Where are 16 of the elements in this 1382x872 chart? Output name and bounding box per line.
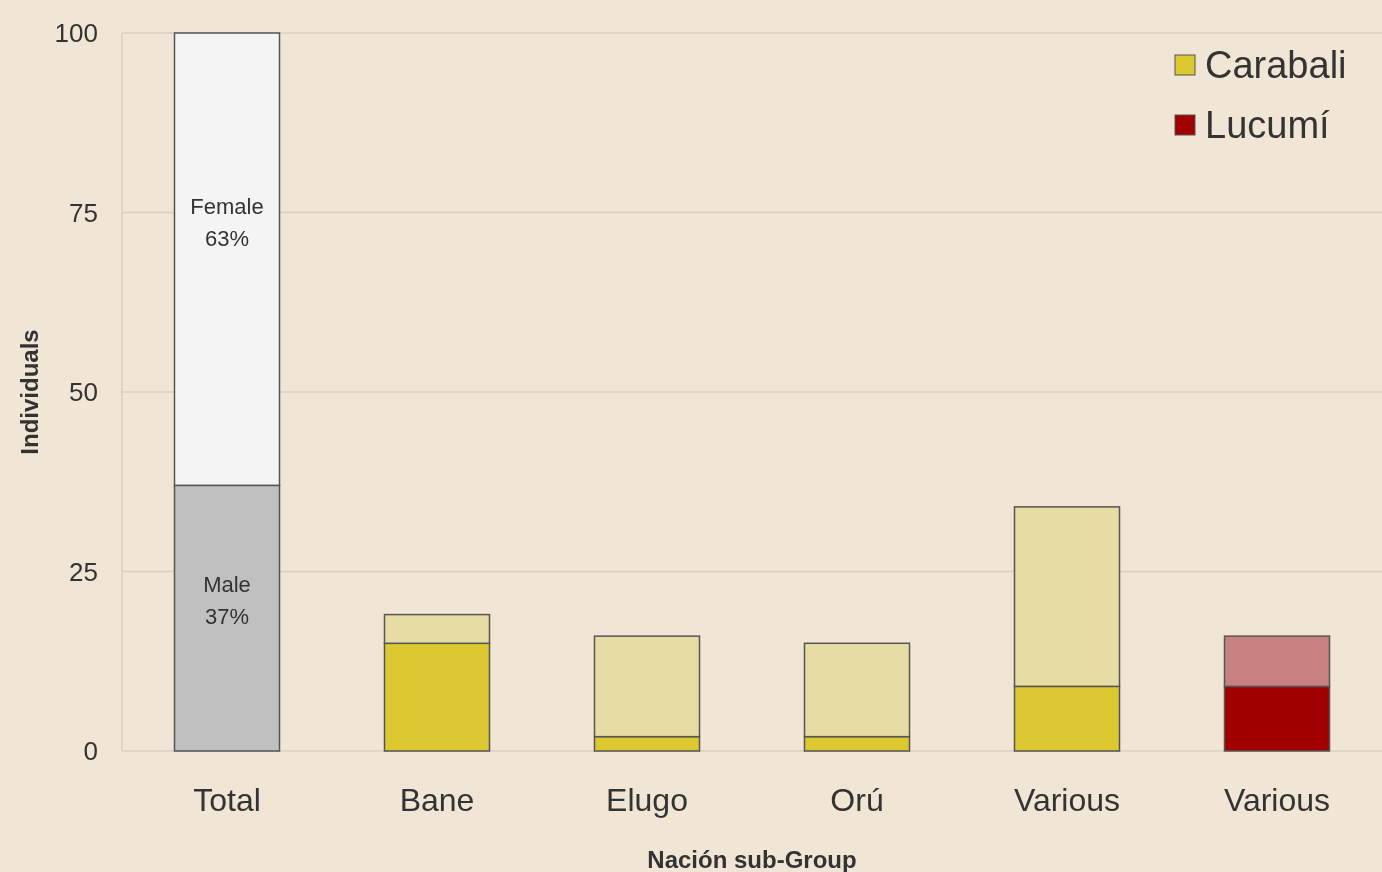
- x-tick-label: Elugo: [606, 782, 688, 818]
- y-axis-title: Individuals: [16, 329, 43, 455]
- y-tick-label: 50: [69, 377, 98, 408]
- legend-label: Lucumí: [1205, 104, 1331, 147]
- annotation: Female 63%: [190, 193, 264, 251]
- x-tick-label: Various: [1223, 782, 1331, 818]
- x-tick-label: Orú: [830, 782, 884, 818]
- y-tick-label: 100: [54, 18, 98, 49]
- legend-label: Carabali: [1205, 44, 1347, 87]
- x-tick-label: Bane: [399, 782, 475, 818]
- y-tick-label: 25: [69, 556, 98, 587]
- y-tick-label: 0: [83, 736, 98, 767]
- x-tick-label: Various: [1013, 782, 1121, 818]
- annotation: Male 37%: [203, 571, 251, 629]
- y-tick-label: 75: [69, 197, 98, 228]
- x-tick-label: Total: [193, 782, 261, 818]
